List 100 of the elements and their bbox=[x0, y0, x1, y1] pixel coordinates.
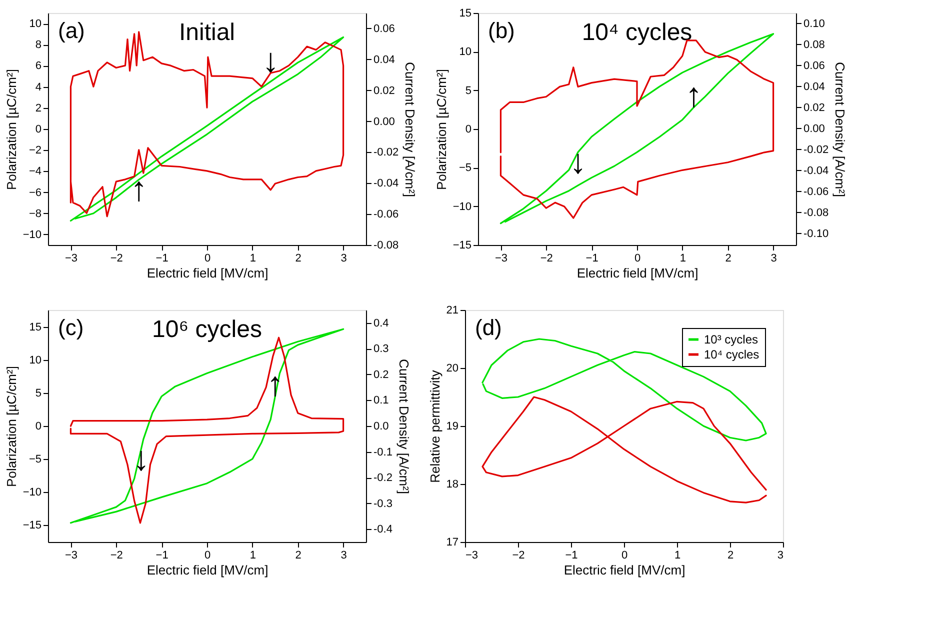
y2-tick-label: -0.02 bbox=[804, 144, 829, 156]
y2-tick-label: 0.1 bbox=[374, 394, 389, 407]
y-tick-label: 15 bbox=[29, 322, 42, 334]
x-tick-label: 0 bbox=[621, 550, 628, 562]
y2-tick-label: -0.04 bbox=[374, 178, 399, 190]
y-tick-label: 6 bbox=[35, 60, 42, 72]
y-tick-label: −10 bbox=[22, 486, 42, 498]
y-tick-label: 15 bbox=[459, 8, 472, 20]
y2-tick-label: -0.08 bbox=[804, 206, 829, 219]
x-tick-label: −3 bbox=[64, 550, 78, 562]
legend-label: 10³ cycles bbox=[704, 332, 758, 346]
y2-tick-label: -0.10 bbox=[804, 228, 829, 240]
annotation: ↓ bbox=[569, 143, 586, 182]
x-tick-label: 3 bbox=[770, 252, 777, 264]
y-tick-label: 17 bbox=[446, 536, 458, 548]
y2-tick-label: 0.02 bbox=[804, 102, 825, 114]
x-tick-label: 3 bbox=[340, 252, 347, 264]
y2-tick-label: -0.02 bbox=[374, 146, 399, 159]
y2-tick-label: -0.2 bbox=[374, 472, 392, 484]
x-axis-title: Electric field [MV/cm] bbox=[564, 562, 686, 578]
y2-tick-label: 0.2 bbox=[374, 368, 389, 381]
y-tick-label: 10 bbox=[29, 354, 42, 367]
y-tick-label: −5 bbox=[28, 453, 42, 466]
x-tick-label: 2 bbox=[295, 550, 302, 562]
y-tick-label: 8 bbox=[35, 39, 42, 52]
y2-tick-label: -0.1 bbox=[374, 446, 392, 458]
x-tick-label: 2 bbox=[725, 252, 732, 264]
x-tick-label: 1 bbox=[250, 252, 256, 264]
x-tick-label: −2 bbox=[110, 252, 123, 264]
y2-tick-label: -0.04 bbox=[804, 164, 829, 177]
x-tick-label: −1 bbox=[565, 550, 578, 562]
y-tick-label: 20 bbox=[446, 362, 458, 374]
y-axis-title: Polarization [µC/cm²] bbox=[434, 69, 449, 190]
chart-title: (b) bbox=[488, 18, 515, 43]
chart-title: (a) bbox=[58, 18, 85, 43]
y2-tick-label: -0.08 bbox=[374, 240, 399, 252]
annotation: ↑ bbox=[685, 76, 702, 114]
y-tick-label: 0 bbox=[35, 420, 42, 432]
x-tick-label: −1 bbox=[156, 252, 168, 264]
y-axis-title: Polarization [µC/cm²] bbox=[4, 69, 19, 190]
y2-tick-label: -0.3 bbox=[374, 498, 392, 510]
y2-tick-label: -0.06 bbox=[374, 208, 399, 221]
chart-title: (d) bbox=[475, 315, 502, 340]
x-tick-label: −1 bbox=[156, 550, 168, 562]
y2-tick-label: 0.0 bbox=[374, 420, 389, 432]
x-tick-label: 3 bbox=[340, 550, 347, 562]
x-axis-title: Electric field [MV/cm] bbox=[576, 266, 698, 280]
y-tick-label: 10 bbox=[459, 46, 472, 58]
x-tick-label: −2 bbox=[540, 252, 553, 264]
y-tick-label: −10 bbox=[452, 200, 472, 213]
y-tick-label: −2 bbox=[28, 144, 42, 157]
line-series bbox=[482, 396, 767, 504]
x-tick-label: 0 bbox=[204, 550, 211, 562]
y-tick-label: 0 bbox=[35, 124, 42, 136]
y-tick-label: 21 bbox=[446, 304, 458, 316]
annotation: ↓ bbox=[262, 42, 280, 80]
y2-axis-title: Current Density [A/cm²] bbox=[396, 358, 412, 494]
x-tick-label: 1 bbox=[250, 550, 256, 562]
x-tick-label: −3 bbox=[466, 550, 478, 562]
x-axis-title: Electric field [MV/cm] bbox=[146, 562, 268, 578]
y2-axis-title: Current Density [A/cm²] bbox=[402, 62, 418, 198]
y2-tick-label: 0.4 bbox=[374, 317, 389, 330]
y2-tick-label: 0.04 bbox=[374, 54, 395, 66]
x-tick-label: −2 bbox=[110, 550, 123, 562]
y2-tick-label: 0.06 bbox=[804, 60, 825, 72]
y2-tick-label: 0.00 bbox=[804, 122, 825, 135]
y2-axis-title: Current Density [A/cm²] bbox=[832, 62, 848, 198]
y2-tick-label: 0.02 bbox=[374, 84, 395, 97]
x-tick-label: −3 bbox=[494, 252, 508, 264]
chart-subtitle: Initial bbox=[178, 19, 236, 46]
y-tick-label: −4 bbox=[28, 166, 42, 178]
y2-tick-label: 0.08 bbox=[804, 38, 825, 51]
annotation: ↑ bbox=[130, 170, 148, 209]
x-tick-label: 2 bbox=[727, 550, 734, 562]
y-tick-label: −6 bbox=[28, 186, 42, 199]
y2-tick-label: 0.10 bbox=[804, 18, 825, 30]
y-tick-label: −10 bbox=[22, 228, 42, 241]
x-tick-label: 0 bbox=[204, 252, 211, 264]
y-tick-label: −8 bbox=[28, 208, 42, 220]
x-tick-label: 1 bbox=[680, 252, 686, 264]
y-tick-label: 18 bbox=[446, 478, 458, 490]
x-tick-label: 0 bbox=[634, 252, 641, 264]
x-tick-label: −1 bbox=[586, 252, 598, 264]
y-tick-label: 5 bbox=[465, 84, 472, 97]
y-tick-label: 5 bbox=[35, 388, 42, 400]
y-axis-title: Relative permittivity bbox=[427, 370, 442, 483]
x-tick-label: −3 bbox=[64, 252, 78, 264]
y-axis-title: Polarization [µC/cm²] bbox=[4, 366, 19, 487]
legend-label: 10⁴ cycles bbox=[704, 348, 760, 362]
x-tick-label: 1 bbox=[674, 550, 681, 562]
y-tick-label: 0 bbox=[465, 124, 472, 136]
y2-tick-label: 0.06 bbox=[374, 22, 395, 35]
y-tick-label: 4 bbox=[35, 81, 42, 94]
y-tick-label: −15 bbox=[452, 240, 472, 252]
y-tick-label: −5 bbox=[458, 162, 472, 174]
y-tick-label: 2 bbox=[35, 102, 42, 114]
x-tick-label: 3 bbox=[777, 550, 784, 562]
y2-tick-label: -0.06 bbox=[804, 186, 829, 198]
chart-title: (c) bbox=[58, 315, 84, 340]
x-axis-title: Electric field [MV/cm] bbox=[146, 266, 268, 280]
